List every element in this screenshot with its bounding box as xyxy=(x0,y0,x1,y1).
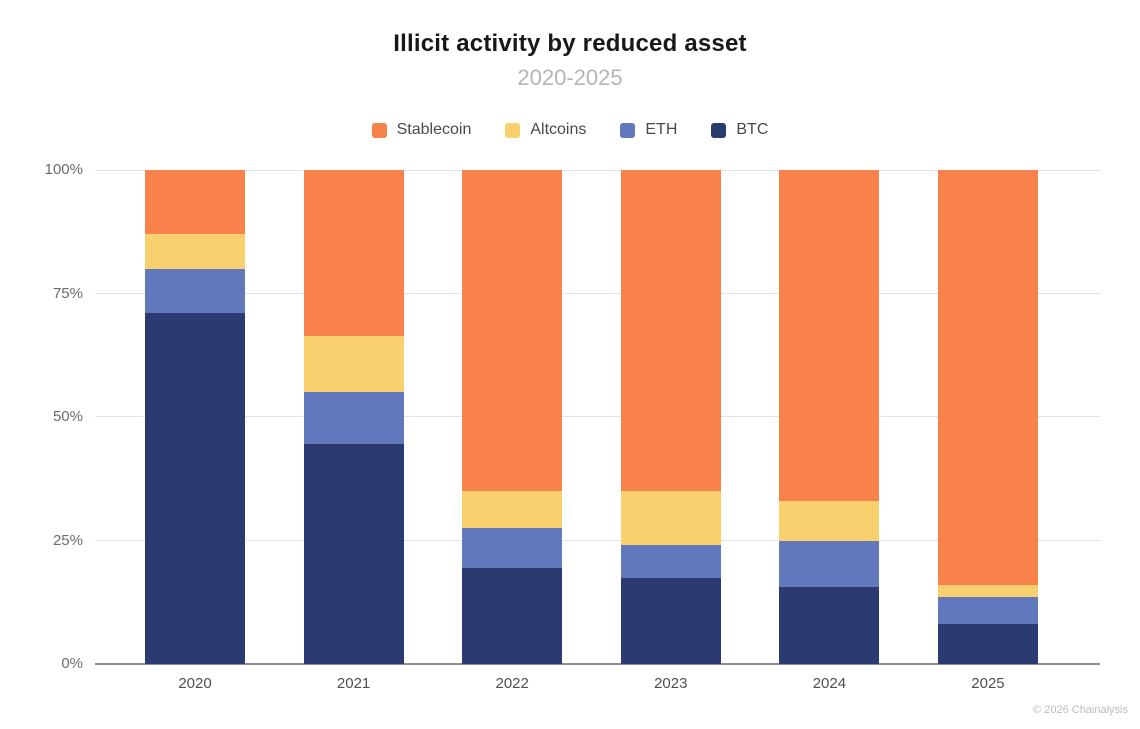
bar-segment-btc-2025 xyxy=(937,624,1038,664)
bar-segment-altcoins-2021 xyxy=(303,335,404,393)
legend-label-eth: ETH xyxy=(645,121,678,138)
y-tick-label-0: 0% xyxy=(61,655,83,672)
y-tick-label-25: 25% xyxy=(52,531,83,549)
bar-segment-btc-2020 xyxy=(145,313,245,664)
gridline-50 xyxy=(95,416,1100,417)
legend-item-altcoins: Altcoins xyxy=(505,121,586,139)
chart-subtitle: 2020-2025 xyxy=(517,65,623,90)
legend-label-altcoins: Altcoins xyxy=(530,121,587,138)
legend-item-btc: BTC xyxy=(711,121,768,139)
bar-segment-btc-2022 xyxy=(462,567,563,664)
bar-2024 xyxy=(779,170,880,664)
legend-swatch-eth xyxy=(620,122,636,138)
bar-2021 xyxy=(303,170,404,664)
legend-swatch-altcoins xyxy=(505,122,521,138)
bar-segment-altcoins-2024 xyxy=(779,501,880,541)
x-tick-label-2023: 2023 xyxy=(654,675,688,692)
bar-segment-eth-2023 xyxy=(620,545,721,578)
bar-2025 xyxy=(937,170,1038,664)
bar-segment-stablecoin-2021 xyxy=(303,170,404,336)
bar-segment-eth-2020 xyxy=(145,268,245,314)
y-tick-label-50: 50% xyxy=(52,408,83,425)
bar-2022 xyxy=(462,170,563,664)
bar-segment-altcoins-2022 xyxy=(462,491,563,529)
bar-segment-eth-2021 xyxy=(303,392,404,445)
legend-item-eth: ETH xyxy=(620,121,677,139)
y-tick-label-100: 100% xyxy=(44,161,83,178)
bar-segment-altcoins-2023 xyxy=(620,491,721,546)
gridline-100 xyxy=(95,170,1100,171)
bar-segment-stablecoin-2020 xyxy=(145,170,245,235)
bar-segment-altcoins-2025 xyxy=(937,584,1038,598)
bars-row xyxy=(95,170,1100,664)
copyright-credit: © 2026 Chainalysis xyxy=(1033,704,1128,716)
x-tick-label-2021: 2021 xyxy=(336,675,371,692)
bar-segment-eth-2025 xyxy=(937,597,1038,625)
x-tick-label-2024: 2024 xyxy=(812,675,847,692)
legend-label-btc: BTC xyxy=(736,121,769,138)
bar-segment-stablecoin-2024 xyxy=(779,170,880,501)
x-axis-line xyxy=(95,663,1100,665)
bar-segment-stablecoin-2023 xyxy=(620,170,721,492)
bar-segment-eth-2022 xyxy=(462,528,563,568)
x-axis-labels: 2020 2021 2022 2023 2024 2025 xyxy=(95,675,1100,692)
bar-segment-altcoins-2020 xyxy=(145,234,245,269)
gridline-75 xyxy=(95,292,1100,294)
chart-title: Illicit activity by reduced asset xyxy=(393,30,747,57)
legend: Stablecoin Altcoins ETH BTC xyxy=(0,121,1140,139)
legend-item-stablecoin: Stablecoin xyxy=(371,121,472,139)
legend-swatch-stablecoin xyxy=(371,122,387,138)
legend-swatch-btc xyxy=(711,122,727,138)
x-tick-label-2022: 2022 xyxy=(495,675,529,692)
bar-2020 xyxy=(145,170,245,664)
x-tick-label-2020: 2020 xyxy=(178,675,212,692)
bar-segment-btc-2024 xyxy=(779,587,880,664)
x-tick-label-2025: 2025 xyxy=(971,675,1005,692)
plot-area: 100% 75% 50% 25% 0% xyxy=(45,162,1100,672)
bar-segment-eth-2024 xyxy=(779,540,880,588)
bar-segment-stablecoin-2025 xyxy=(937,170,1038,585)
bar-segment-btc-2021 xyxy=(303,444,404,664)
bar-2023 xyxy=(620,170,721,664)
gridline-25 xyxy=(95,539,1100,541)
y-tick-label-75: 75% xyxy=(52,284,83,302)
bar-segment-btc-2023 xyxy=(620,577,721,664)
bar-segment-stablecoin-2022 xyxy=(462,170,563,492)
legend-label-stablecoin: Stablecoin xyxy=(396,121,472,138)
